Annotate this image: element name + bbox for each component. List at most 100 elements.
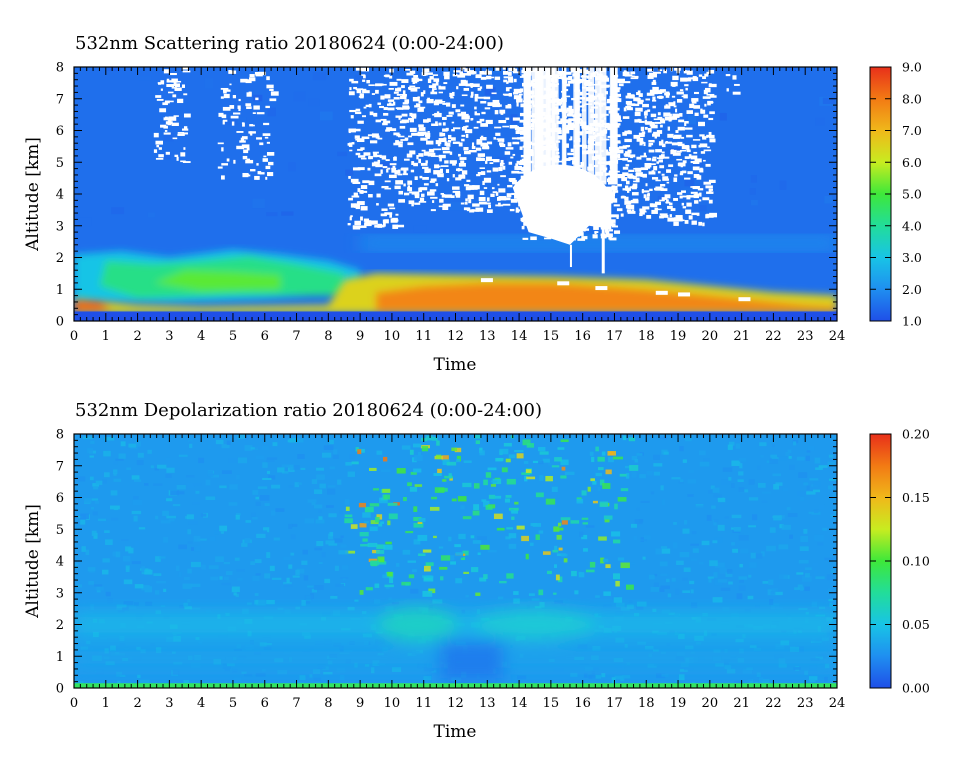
noise-cell — [178, 454, 188, 457]
noise-cell — [166, 498, 173, 502]
no-data-cell — [389, 214, 392, 218]
no-data-cell — [464, 150, 471, 155]
no-data-cell — [738, 297, 751, 302]
noise-cell — [505, 495, 512, 498]
noise-cell — [688, 469, 695, 474]
noise-cell — [221, 444, 230, 449]
x-tick-label: 23 — [797, 329, 814, 344]
noise-cell — [760, 551, 765, 557]
no-data-cell — [158, 154, 164, 158]
noise-cell — [674, 588, 680, 595]
no-data-cell — [347, 223, 351, 226]
no-data-cell — [395, 141, 403, 144]
no-data-cell — [628, 154, 636, 158]
no-data-cell — [444, 160, 449, 164]
noise-cell — [578, 572, 585, 578]
no-data-cell — [374, 173, 382, 177]
noise-cell — [264, 503, 270, 506]
noise-cell — [88, 581, 94, 585]
noise-cell — [778, 544, 789, 550]
noise-cell — [91, 498, 99, 501]
no-data-cell — [180, 152, 186, 157]
noise-cell — [590, 478, 595, 482]
noise-cell — [560, 517, 571, 521]
no-data-cell — [625, 95, 631, 99]
no-data-cell — [455, 191, 461, 196]
no-data-cell — [627, 159, 632, 163]
noise-cell — [667, 593, 672, 598]
noise-cell — [92, 483, 100, 487]
no-data-cell — [444, 72, 448, 77]
noise-cell — [377, 556, 385, 562]
no-data-cell — [707, 146, 710, 149]
no-data-cell — [694, 158, 702, 163]
no-data-cell — [427, 97, 430, 102]
noise-cell — [255, 455, 264, 460]
no-data-cell — [163, 117, 171, 121]
noise-cell — [698, 561, 704, 565]
noise-cell — [254, 593, 259, 596]
noise-cell — [387, 571, 393, 577]
noise-cell — [90, 440, 95, 444]
noise-cell — [110, 490, 118, 496]
no-data-cell — [706, 191, 714, 194]
no-data-cell — [680, 136, 685, 139]
noise-cell — [255, 496, 260, 500]
noise-cell — [499, 448, 509, 455]
noise-cell — [365, 587, 373, 591]
no-data-cell — [520, 217, 525, 222]
noise-cell — [560, 475, 567, 479]
no-data-cell — [506, 193, 512, 198]
no-data-cell — [452, 186, 460, 190]
x-tick-label: 20 — [702, 696, 719, 711]
no-data-cell — [617, 120, 622, 122]
noise-cell — [417, 451, 422, 457]
no-data-cell — [439, 86, 446, 90]
noise-cell — [521, 535, 529, 542]
noise-cell — [713, 494, 723, 498]
no-data-cell — [465, 133, 469, 138]
no-data-cell — [688, 154, 692, 159]
no-data-cell — [183, 113, 191, 118]
no-data-cell — [628, 169, 635, 172]
no-data-cell — [655, 187, 663, 191]
no-data-cell — [155, 157, 164, 160]
noise-cell — [275, 508, 285, 512]
noise-cell — [473, 504, 480, 510]
noise-cell — [187, 568, 192, 574]
no-data-streak — [588, 67, 595, 185]
no-data-cell — [653, 166, 658, 171]
no-data-cell — [420, 137, 428, 141]
no-data-cell — [669, 214, 672, 218]
no-data-cell — [434, 112, 442, 118]
no-data-cell — [645, 165, 651, 169]
no-data-cell — [153, 149, 158, 153]
noise-cell — [778, 456, 788, 461]
no-data-cell — [469, 150, 477, 153]
noise-cell — [205, 608, 212, 613]
no-data-cell — [556, 120, 563, 125]
no-data-cell — [397, 87, 402, 92]
no-data-cell — [490, 193, 495, 197]
noise-cell — [257, 486, 268, 489]
no-data-cell — [354, 135, 360, 139]
no-data-cell — [168, 91, 174, 94]
colorbar-tick-label: 0.05 — [902, 617, 930, 632]
noise-cell — [517, 675, 527, 680]
noise-cell — [722, 607, 730, 612]
no-data-cell — [585, 69, 590, 75]
no-data-cell — [652, 105, 656, 109]
x-tick-label: 11 — [415, 696, 432, 711]
no-data-cell — [458, 153, 461, 157]
no-data-cell — [254, 71, 261, 75]
x-tick-label: 8 — [324, 696, 332, 711]
no-data-cell — [440, 140, 446, 143]
no-data-cell — [458, 162, 466, 167]
no-data-cell — [460, 111, 467, 116]
noise-cell — [684, 668, 694, 671]
noise-cell — [187, 541, 193, 544]
no-data-cell — [243, 149, 249, 154]
no-data-cell — [439, 198, 444, 203]
noise-cell — [807, 445, 815, 452]
no-data-cell — [509, 125, 518, 129]
